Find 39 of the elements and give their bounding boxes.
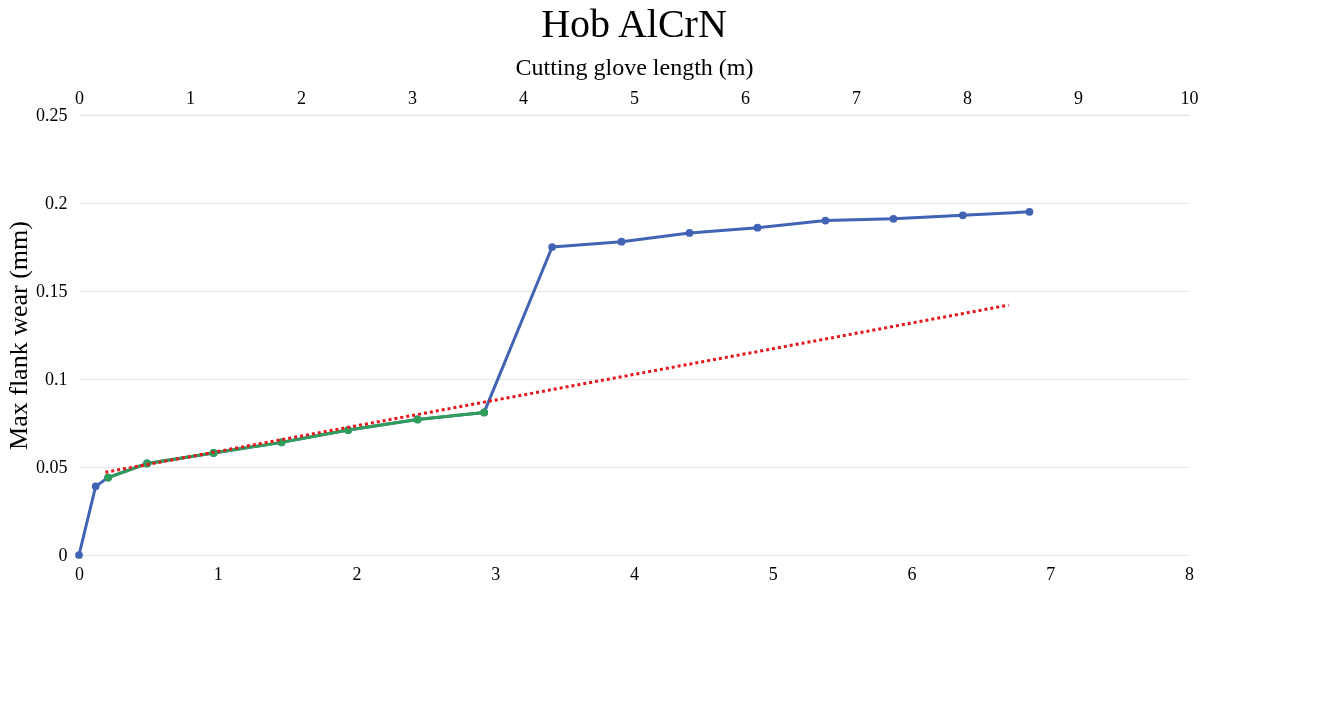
x-tick-label: 6 [907,563,917,584]
point [91,482,100,491]
y-tick-label: 0.2 [45,192,68,213]
y-tick-label: 0.25 [36,104,68,125]
point [75,551,83,559]
point [753,223,762,232]
x-tick-label: 1 [213,563,223,584]
x2-tick-label: 10 [1180,87,1199,108]
y-axis-title: Max flank wear (mm) [4,221,33,450]
x-tick-label: 4 [630,563,639,584]
x-tick-label: 0 [75,563,84,584]
x-tick-label: 8 [1185,563,1194,584]
x2-tick-label: 4 [519,87,528,108]
x-tick-label: 5 [768,563,778,584]
y-tick-label: 0.1 [45,368,68,389]
point [617,237,626,246]
y-tick-label: 0.05 [36,456,68,477]
x-tick-label: 3 [491,563,501,584]
point [1025,207,1034,216]
point [548,243,557,251]
x-tick-label: 7 [1046,563,1056,584]
x-tick-label: 2 [352,563,362,584]
x2-tick-label: 9 [1074,87,1083,108]
x2-axis-title: Cutting glove length (m) [515,53,754,80]
point [821,216,830,225]
x2-tick-label: 5 [630,87,639,108]
point [685,229,694,237]
point [889,214,898,223]
point [958,211,967,220]
x2-tick-label: 6 [741,87,750,108]
x2-tick-label: 1 [186,87,195,108]
x2-tick-label: 3 [408,87,417,108]
y-tick-label: 0.15 [36,280,68,301]
x2-tick-label: 8 [963,87,972,108]
x2-tick-label: 2 [297,87,306,108]
x2-tick-label: 7 [852,87,861,108]
chart-title: Hob AlCrN [541,1,727,46]
y-tick-label: 0 [58,544,68,565]
x2-tick-label: 0 [75,87,84,108]
